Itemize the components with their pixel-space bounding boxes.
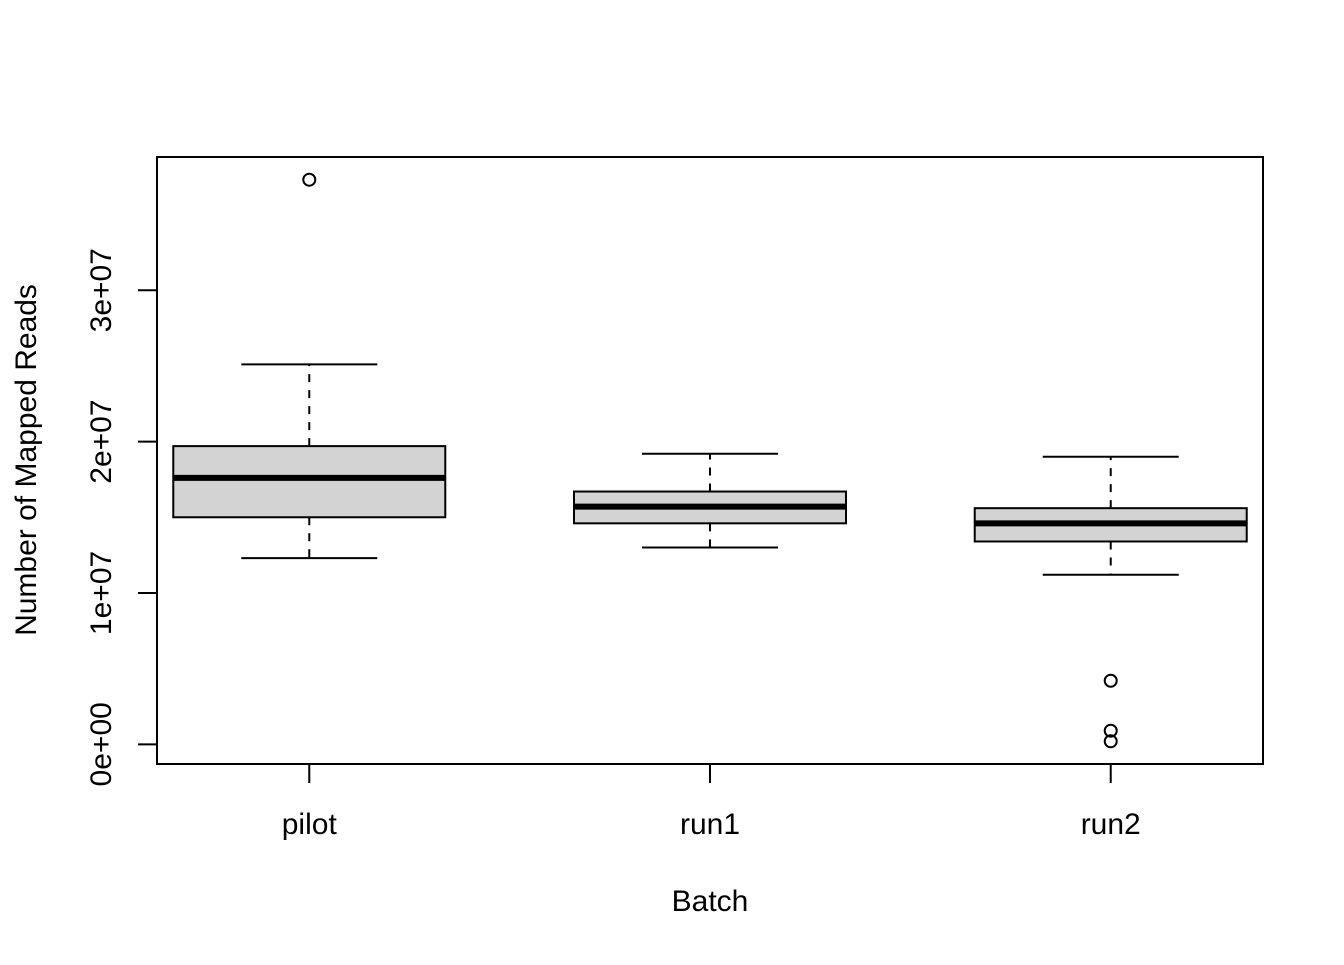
- boxes-layer: [172, 172, 1248, 749]
- x-tick-label: pilot: [282, 808, 338, 841]
- outlier-point: [302, 172, 317, 187]
- x-axis-title: Batch: [672, 885, 749, 918]
- outlier-point: [1103, 673, 1118, 688]
- outlier-point: [1103, 723, 1118, 738]
- x-tick-label: run2: [1081, 808, 1141, 841]
- box-run1: [573, 452, 847, 549]
- y-axis-title: Number of Mapped Reads: [10, 284, 43, 636]
- x-axis: pilot run1 run2: [282, 763, 1141, 841]
- outlier-point: [1103, 734, 1118, 749]
- y-axis: 0e+00 1e+07 2e+07 3e+07: [85, 248, 158, 786]
- y-tick-label: 1e+07: [85, 551, 118, 635]
- box-pilot: [172, 172, 447, 560]
- x-tick-label: run1: [680, 808, 740, 841]
- iqr-box: [172, 445, 447, 519]
- y-tick-label: 2e+07: [85, 399, 118, 483]
- y-tick-label: 0e+00: [85, 702, 118, 786]
- box-run2: [973, 455, 1248, 749]
- y-tick-label: 3e+07: [85, 248, 118, 332]
